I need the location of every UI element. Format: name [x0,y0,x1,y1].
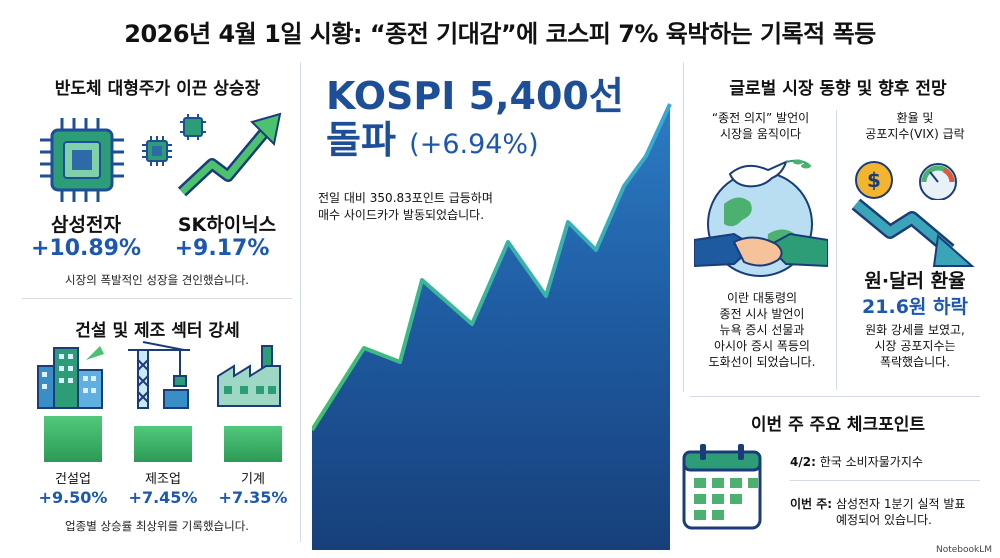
kospi-desc-line2: 매수 사이드카가 발동되었습니다. [318,208,485,222]
kospi-headline-breakthrough: 돌파 [326,118,396,162]
sector-change-machinery: +7.35% [218,488,288,507]
chip-icon-tiny [180,114,206,140]
globe-handshake-dove-icon [694,159,828,277]
checkpoint-text-2: 삼성전자 1분기 실적 발표 [835,497,966,511]
fx-caption: 환율 및 공포지수(VIX) 급락 [840,110,990,142]
peace-body-line1: 이란 대통령의 [726,291,798,305]
fx-caption-line1: 환율 및 [896,111,934,125]
buildings-icon [37,346,104,409]
peace-body: 이란 대통령의 종전 시사 발언이 뉴욕 증시 선물과 아시아 증시 폭등의 도… [692,290,832,370]
peace-body-line4: 아시아 증시 폭등의 [714,339,810,353]
page-title: 2026년 4월 1일 시황: “종전 기대감”에 코스피 7% 육박하는 기록… [124,20,876,48]
trend-down-arrow-icon [851,198,975,267]
sector-name-machinery: 기계 [241,472,265,487]
checkpoint-row-1: 4/2: 한국 소비자물가지수 [790,454,990,470]
semis-caption: 시장의 폭발적인 성장을 견인했습니다. [65,273,249,287]
fx-change: 21.6원 하락 [862,296,968,318]
sector-bar-manufacturing [134,426,192,462]
sector-bar-construction [44,416,102,462]
chip-icon-large [40,118,124,202]
peace-caption-line1: “종전 의지” 발언이 [711,111,810,125]
sector-change-construction: +9.50% [38,488,108,507]
peace-caption: “종전 의지” 발언이 시장을 움직이다 [688,110,833,142]
kospi-headline-line1: KOSPI 5,400선 [326,74,624,118]
fx-title: 원·달러 환율 [864,270,966,292]
fx-body: 원화 강세를 보였고, 시장 공포지수는 폭락했습니다. [840,322,990,370]
company-change-skhynix: +9.17% [174,236,270,261]
chip-icon-small [142,136,172,166]
divider-right-col [836,110,837,390]
divider-right-vertical [683,62,684,392]
dollar-symbol: $ [867,168,881,192]
checkpoint-label-2: 이번 주: [790,497,833,511]
checkpoint-text-1: 한국 소비자물가지수 [819,455,923,469]
sector-name-construction: 건설업 [55,472,91,487]
sectors-heading: 건설 및 제조 섹터 강세 [75,321,240,341]
peace-body-line3: 뉴욕 증시 선물과 [719,323,805,337]
calendar-icon [682,444,762,530]
checkpoint-text-2b: 예정되어 있습니다. [836,513,932,527]
global-heading: 글로벌 시장 동향 및 향후 전망 [729,79,947,99]
kospi-trend-graphic [312,103,672,550]
peace-body-line5: 도화선이 되었습니다. [708,355,816,369]
fx-body-line2: 시장 공포지수는 [874,339,956,353]
kospi-change: (+6.94%) [409,129,539,160]
fear-gauge-icon [919,163,957,200]
company-name-skhynix: SK하이닉스 [177,214,277,236]
factory-icon [217,345,281,407]
sector-name-manufacturing: 제조업 [145,472,181,487]
fx-body-line1: 원화 강세를 보였고, [865,323,965,337]
checkpoint-label-1: 4/2: [790,455,816,469]
fx-caption-line2: 공포지수(VIX) 급락 [865,127,965,141]
checkpoints-heading: 이번 주 주요 체크포인트 [750,415,926,435]
divider-left-vertical [300,62,301,542]
trend-up-arrow-icon [177,112,282,197]
company-name-samsung: 삼성전자 [51,214,121,236]
semis-heading: 반도체 대형주가 이끈 상승장 [54,79,261,99]
sectors-caption: 업종별 상승률 최상위를 기록했습니다. [65,519,249,533]
peace-body-line2: 종전 시사 발언이 [719,307,805,321]
peace-caption-line2: 시장을 움직이다 [719,127,802,141]
checkpoint-divider [790,480,980,481]
sector-bar-machinery [224,426,282,462]
crane-icon [128,341,190,409]
kospi-headline-line2: 돌파 (+6.94%) [326,118,539,167]
fx-body-line3: 폭락했습니다. [879,355,951,369]
kospi-description: 전일 대비 350.83포인트 급등하며 매수 사이드카가 발동되었습니다. [318,190,493,224]
checkpoint-row-2: 이번 주: 삼성전자 1분기 실적 발표 예정되어 있습니다. [790,496,1000,528]
divider-left-horizontal [22,298,292,299]
sector-change-manufacturing: +7.45% [128,488,198,507]
kospi-desc-line1: 전일 대비 350.83포인트 급등하며 [318,191,493,205]
watermark: NotebookLM [935,545,992,555]
divider-right-horizontal [690,396,980,397]
company-change-samsung: +10.89% [30,236,142,261]
dollar-coin-icon: $ [855,161,893,199]
